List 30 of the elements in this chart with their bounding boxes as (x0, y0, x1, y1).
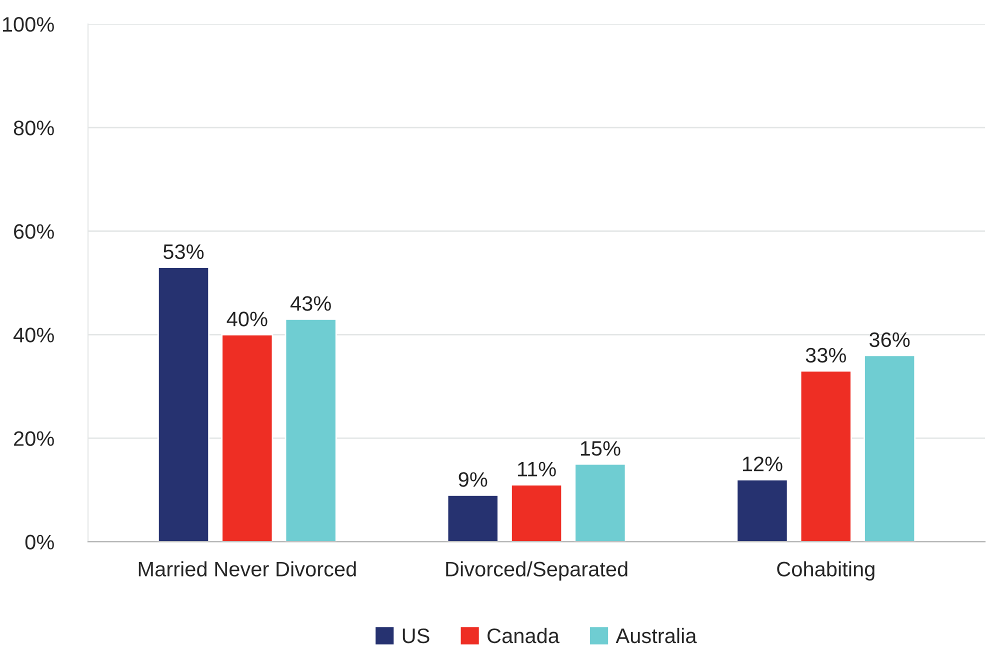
data-label: 11% (518, 462, 556, 476)
bar (800, 370, 852, 542)
data-label: 9% (458, 472, 488, 487)
y-tick-label: 80% (14, 120, 54, 136)
bar (510, 484, 563, 542)
y-tick-label: 20% (14, 431, 54, 446)
data-label: 36% (870, 332, 910, 348)
data-label: 15% (580, 441, 620, 456)
y-tick-label: 100% (2, 17, 54, 32)
y-tick-label: 60% (14, 224, 54, 239)
bar (221, 334, 274, 542)
y-tick-label: 0% (25, 534, 54, 550)
data-label: 33% (806, 348, 846, 363)
bar (157, 266, 210, 542)
y-tick-label: 40% (13, 328, 54, 342)
legend-label: Canada (488, 628, 560, 644)
data-label: 53% (163, 244, 204, 260)
bar (446, 494, 499, 542)
data-label: 40% (226, 312, 268, 326)
data-label: 12% (742, 456, 782, 472)
legend-label: US (402, 628, 430, 644)
x-tick-label: Divorced/Separated (446, 561, 628, 581)
x-tick-label: Cohabiting (777, 561, 874, 581)
data-label: 43% (290, 296, 331, 311)
legend-label: Australia (616, 628, 697, 644)
bar (736, 478, 788, 542)
bar (284, 318, 337, 542)
x-tick-label: Married Never Divorced (138, 561, 356, 576)
bar (574, 463, 626, 542)
bar (864, 354, 916, 542)
